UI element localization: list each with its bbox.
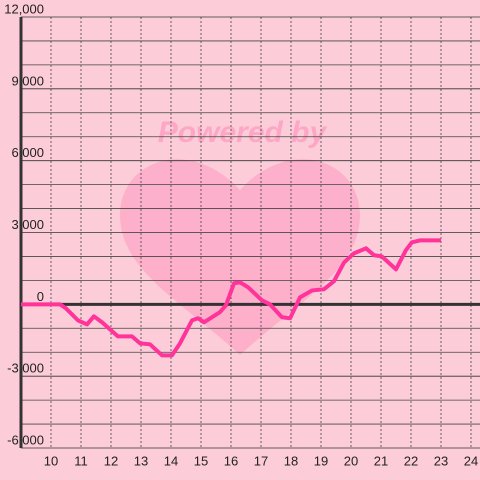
x-tick-label: 15	[194, 453, 208, 468]
watermark: Powered by	[120, 116, 360, 355]
y-tick-label: 6,000	[11, 145, 44, 160]
x-tick-label: 23	[434, 453, 448, 468]
x-tick-label: 17	[254, 453, 268, 468]
x-tick-label: 19	[314, 453, 328, 468]
y-tick-label: -6,000	[7, 432, 44, 447]
watermark-text: Powered by	[158, 116, 328, 149]
x-tick-label: 21	[374, 453, 388, 468]
x-tick-label: 20	[344, 453, 358, 468]
x-tick-label: 18	[284, 453, 298, 468]
x-tick-label: 16	[224, 453, 238, 468]
x-tick-label: 10	[44, 453, 58, 468]
y-tick-label: 9,000	[11, 73, 44, 88]
y-tick-label: 0	[37, 289, 44, 304]
y-tick-label: -3,000	[7, 361, 44, 376]
data-line	[21, 238, 441, 358]
y-tick-label: 12,000	[4, 1, 44, 16]
x-tick-label: 22	[404, 453, 418, 468]
x-tick-label: 12	[104, 453, 118, 468]
x-tick-label: 24	[464, 453, 478, 468]
watermark-heart	[120, 159, 360, 355]
x-tick-label: 14	[164, 453, 178, 468]
x-tick-label: 13	[134, 453, 148, 468]
y-tick-label: 3,000	[11, 217, 44, 232]
x-tick-label: 11	[74, 453, 88, 468]
